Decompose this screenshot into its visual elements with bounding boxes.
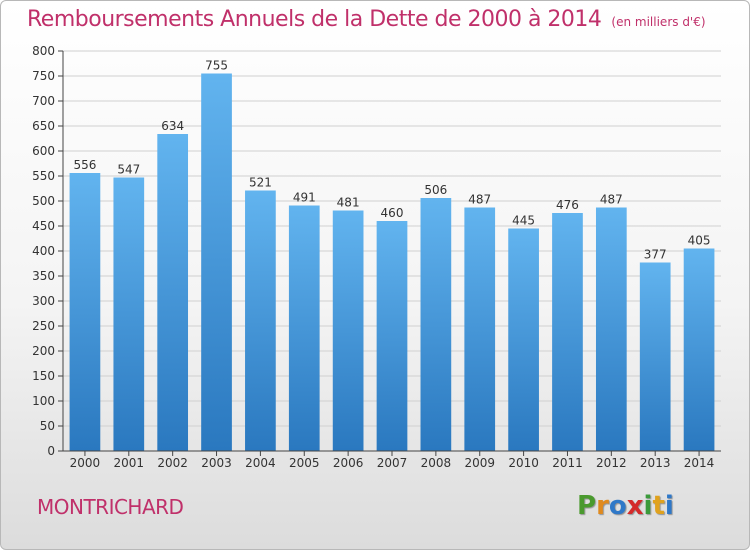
bar (69, 173, 101, 451)
y-tick-label: 500 (32, 194, 55, 208)
y-tick-label: 600 (32, 144, 55, 158)
bar (201, 73, 232, 451)
y-tick-label: 700 (32, 94, 55, 108)
y-tick-label: 400 (32, 244, 55, 258)
logo-letter: i (643, 491, 653, 521)
x-tick-label: 2010 (508, 456, 539, 470)
data-label: 476 (556, 198, 579, 212)
data-label: 487 (468, 193, 491, 207)
x-tick-label: 2002 (157, 456, 188, 470)
x-tick-label: 2014 (684, 456, 715, 470)
data-labels: 556 547 634 755 521 491 481 460 506 487 445 476 487 3… (73, 59, 710, 262)
x-tick-label: 2007 (377, 456, 408, 470)
x-tick-label: 2004 (245, 456, 276, 470)
x-tick-label: 2001 (114, 456, 145, 470)
chart-title: Remboursements Annuels de la Dette de 20… (27, 7, 706, 32)
x-tick-label: 2005 (289, 456, 320, 470)
bar (288, 205, 320, 451)
bar (376, 221, 408, 451)
bars (69, 73, 715, 451)
y-tick-label: 200 (32, 344, 55, 358)
x-tick-label: 2009 (464, 456, 495, 470)
bar (595, 207, 627, 451)
data-label: 506 (424, 183, 447, 197)
data-label: 481 (337, 196, 360, 210)
bar (245, 190, 276, 451)
y-tick-label: 800 (32, 44, 55, 58)
data-label: 405 (688, 234, 711, 248)
data-label: 487 (600, 193, 623, 207)
bar (508, 228, 539, 451)
x-tick-label: 2000 (70, 456, 101, 470)
bar (683, 248, 715, 451)
data-label: 634 (161, 119, 184, 133)
x-tick-label: 2006 (333, 456, 364, 470)
proxiti-logo[interactable]: Proxiti (577, 491, 674, 523)
y-tick-label: 250 (32, 319, 55, 333)
bar (157, 134, 189, 451)
data-label: 377 (644, 248, 667, 262)
logo-letter: o (608, 491, 627, 521)
data-label: 445 (512, 214, 535, 228)
y-tick-label: 100 (32, 394, 55, 408)
x-tick-label: 2011 (552, 456, 583, 470)
y-tick-label: 50 (40, 419, 55, 433)
logo-letter: r (596, 491, 609, 521)
y-tick-label: 150 (32, 369, 55, 383)
x-tick-label: 2012 (596, 456, 627, 470)
title-unit: (en milliers d'€) (611, 15, 706, 29)
y-tick-label: 750 (32, 69, 55, 83)
y-tick-label: 550 (32, 169, 55, 183)
bar (464, 207, 496, 451)
y-tick-label: 650 (32, 119, 55, 133)
commune-name: MONTRICHARD (37, 495, 184, 519)
bar (639, 262, 671, 451)
logo-letter: t (652, 491, 665, 521)
bar (113, 177, 145, 451)
y-tick-label: 450 (32, 219, 55, 233)
logo-letter: i (664, 491, 674, 521)
title-text: Remboursements Annuels de la Dette de 20… (27, 7, 602, 32)
x-tick-label: 2013 (640, 456, 671, 470)
data-label: 491 (293, 191, 316, 205)
data-label: 547 (117, 163, 140, 177)
data-label: 460 (381, 206, 404, 220)
bar (552, 213, 583, 451)
data-label: 556 (73, 158, 96, 172)
y-tick-label: 0 (47, 444, 55, 458)
logo-letter: x (626, 491, 644, 521)
axes: 0 50 100 150 200 250 300 350 400 450 500 550 600 650 7… (32, 44, 721, 470)
bar (420, 198, 452, 451)
y-tick-label: 300 (32, 294, 55, 308)
data-label: 755 (205, 59, 228, 73)
x-tick-label: 2003 (201, 456, 232, 470)
logo-letter: P (577, 491, 597, 521)
bar (332, 210, 364, 451)
x-tick-label: 2008 (421, 456, 452, 470)
y-tick-label: 350 (32, 269, 55, 283)
data-label: 521 (249, 176, 272, 190)
